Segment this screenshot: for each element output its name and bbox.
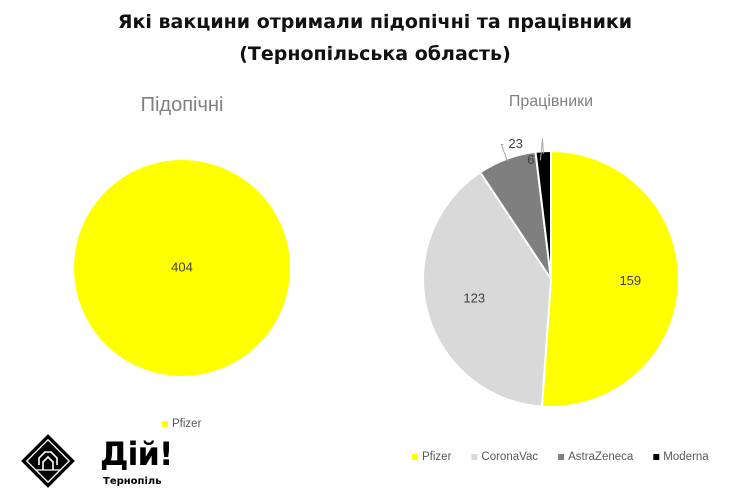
leader-line [539, 138, 544, 161]
legend-item-coronavac: CoronaVac [471, 451, 538, 463]
diy-logo: Дій! Тернопіль [100, 436, 190, 496]
legend-item-pfizer: Pfizer [162, 418, 202, 430]
diy-logo-text: Дій! [100, 435, 173, 473]
data-label: 23 [508, 136, 522, 151]
pie-slice-pfizer [540, 149, 680, 408]
chart-title: Працівники [509, 93, 593, 110]
legend: Pfizer [162, 418, 202, 430]
pie-chart-2: Працівники 159 123 23 6 Pfizer CoronaVac AstraZ… [412, 93, 709, 463]
legend-swatch [558, 454, 565, 460]
data-label: 159 [619, 273, 641, 288]
leader-line [500, 144, 509, 162]
pie-chart-1: Підопічні 404 Pfizer [74, 94, 290, 430]
legend-swatch [471, 454, 478, 460]
legend-item-moderna: Moderna [653, 451, 709, 463]
legend-label: CoronaVac [481, 451, 538, 463]
legend-label: Pfizer [172, 418, 202, 430]
legend-label: AstraZeneca [568, 451, 634, 463]
legend-label: Moderna [663, 451, 709, 463]
data-label: 123 [463, 291, 485, 306]
legend-swatch [653, 454, 660, 460]
page-title-line-1: Які вакцини отримали підопічні та праців… [117, 11, 633, 33]
diy-logo-subtitle: Тернопіль [103, 476, 162, 487]
legend-label: Pfizer [422, 451, 452, 463]
legend-swatch [162, 421, 168, 427]
pie-slice-pfizer [74, 160, 290, 376]
people-in-need-logo [21, 434, 75, 488]
legend: Pfizer CoronaVac AstraZeneca Moderna [412, 451, 709, 463]
legend-item-pfizer: Pfizer [412, 451, 452, 463]
legend-swatch [412, 454, 418, 460]
legend-item-astrazeneca: AstraZeneca [558, 451, 634, 463]
chart-title: Підопічні [141, 94, 224, 116]
data-label: 404 [171, 259, 193, 274]
data-label: 6 [527, 152, 534, 167]
page-title-line-2: (Тернопільська область) [239, 43, 511, 65]
page-title: Які вакцини отримали підопічні та праців… [0, 6, 750, 70]
